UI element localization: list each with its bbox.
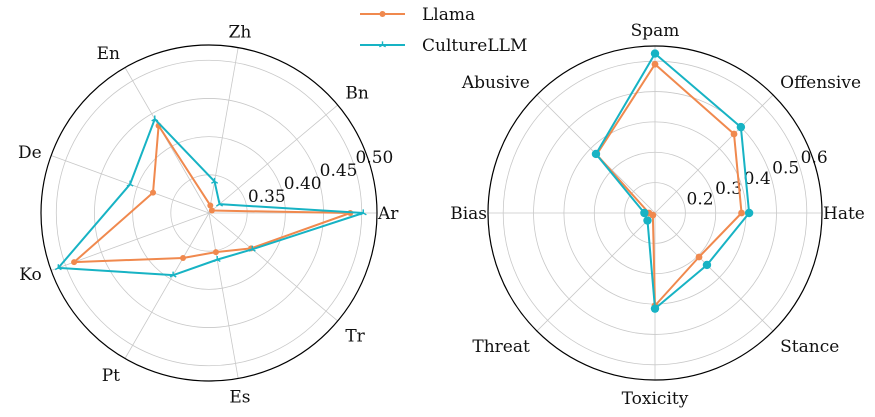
category-label-es: Es — [229, 387, 250, 407]
r-tick-label: 0.3 — [715, 179, 742, 199]
r-tick-label: 0.6 — [801, 148, 828, 168]
spoke-offensive — [654, 94, 774, 214]
category-label-bias: Bias — [450, 204, 487, 224]
legend-marker-llama — [379, 11, 386, 17]
data-point-culturellm-es — [213, 256, 221, 263]
category-label-threat: Threat — [472, 337, 530, 357]
category-label-abusive: Abusive — [461, 73, 530, 93]
category-label-ar: Ar — [377, 204, 399, 224]
data-point-culturellm-zh — [211, 177, 219, 184]
data-point-llama-spam — [651, 60, 659, 68]
legend-marker-culturellm — [379, 41, 386, 48]
category-label-hate: Hate — [823, 204, 865, 224]
data-point-culturellm-stance — [702, 260, 712, 270]
data-point-llama-pt — [180, 254, 187, 261]
spoke-es — [208, 212, 239, 379]
data-point-culturellm-ar — [359, 209, 367, 216]
category-label-spam: Spam — [631, 21, 680, 41]
data-point-culturellm-hate — [744, 208, 754, 218]
category-label-toxicity: Toxicity — [622, 389, 689, 409]
data-point-llama-threat — [649, 211, 657, 219]
legend: Llama CultureLLM — [360, 5, 527, 56]
data-point-culturellm-offensive — [736, 122, 746, 132]
outer-ring — [40, 44, 378, 382]
data-point-llama-es — [212, 249, 219, 256]
series-culturellm — [591, 49, 754, 313]
data-point-culturellm-en — [151, 115, 159, 122]
r-tick-label: 0.35 — [248, 187, 286, 207]
data-point-culturellm-tr — [248, 245, 256, 252]
category-label-tr: Tr — [345, 326, 365, 346]
r-tick-label: 0.50 — [356, 148, 394, 168]
spoke-ko — [50, 212, 210, 271]
category-label-stance: Stance — [780, 337, 839, 357]
data-point-llama-offensive — [730, 130, 738, 138]
r-tick-label: 0.5 — [772, 158, 799, 178]
series-culturellm — [54, 115, 367, 278]
spoke-threat — [536, 212, 656, 332]
legend-label-llama: Llama — [422, 5, 475, 25]
spoke-bn — [208, 104, 338, 214]
r-tick-label: 0.45 — [320, 161, 358, 181]
data-point-llama-bn — [208, 207, 215, 214]
data-point-culturellm-bn — [216, 200, 224, 207]
spoke-stance — [654, 212, 774, 332]
spoke-pt — [124, 212, 210, 359]
category-label-ko: Ko — [19, 265, 41, 285]
data-point-llama-zh — [207, 202, 214, 209]
data-point-llama-hate — [738, 209, 745, 217]
data-point-culturellm-pt — [169, 271, 177, 278]
spoke-zh — [208, 47, 239, 214]
data-point-llama-stance — [695, 253, 703, 261]
data-point-llama-de — [150, 189, 157, 196]
category-label-en: En — [97, 44, 120, 64]
category-label-offensive: Offensive — [780, 73, 861, 93]
data-point-culturellm-ko — [54, 264, 62, 271]
data-point-culturellm-toxicity — [650, 304, 660, 313]
radar-grid — [488, 46, 822, 380]
legend-label-culturellm: CultureLLM — [422, 36, 527, 56]
r-tick-label: 0.40 — [284, 174, 322, 194]
r-tick-label: 0.4 — [744, 169, 771, 189]
data-point-culturellm-spam — [650, 49, 660, 58]
data-point-llama-ko — [71, 259, 78, 266]
category-label-de: De — [18, 143, 42, 163]
r-tick-label: 0.2 — [687, 190, 714, 210]
outer-ring — [487, 45, 823, 381]
category-label-zh: Zh — [229, 23, 252, 43]
data-point-culturellm-abusive — [591, 149, 601, 159]
category-label-bn: Bn — [345, 84, 368, 104]
category-label-pt: Pt — [102, 366, 120, 386]
radar-chart-languages: 0.350.400.450.50 Ar Bn Zh En De Ko Pt Es Tr — [18, 23, 399, 408]
radar-chart-tasks: 0.20.30.40.50.6 Hate Offensive Spam Abusive B… — [450, 21, 865, 409]
data-point-culturellm-de — [126, 180, 134, 187]
data-point-culturellm-threat — [643, 216, 652, 225]
data-point-culturellm-bias — [640, 208, 649, 218]
spoke-tr — [208, 212, 338, 322]
series-line-culturellm — [57, 118, 365, 277]
